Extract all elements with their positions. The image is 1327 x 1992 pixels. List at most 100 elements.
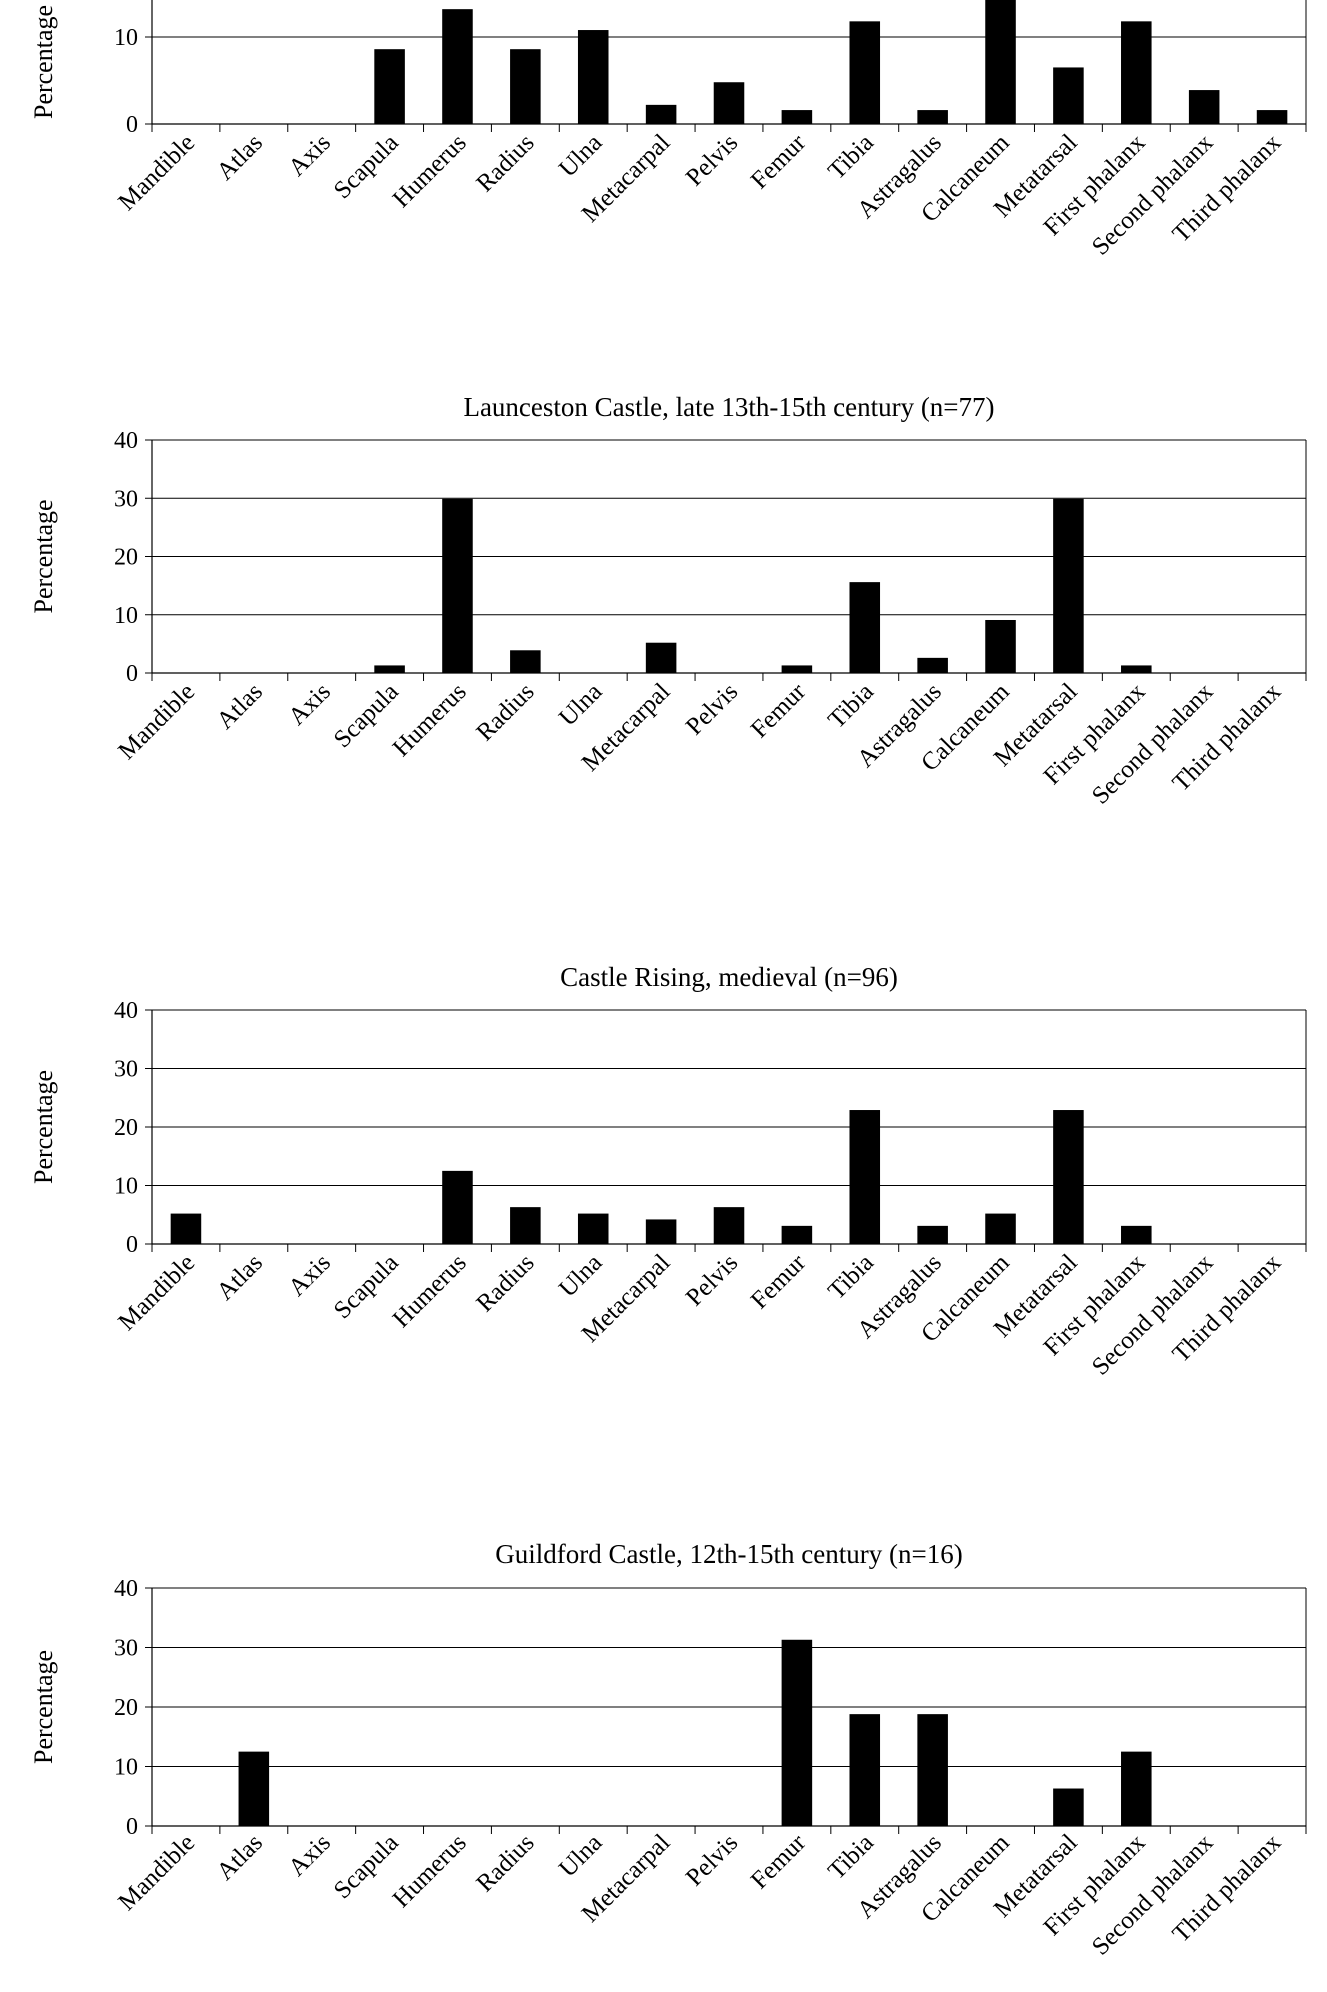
bar-ulna — [577, 1213, 609, 1244]
bar-astragalus — [917, 110, 948, 124]
x-category-label: Humerus — [388, 1249, 472, 1333]
y-tick-label: 0 — [126, 1814, 138, 1840]
bar-astragalus — [917, 1714, 948, 1826]
y-tick-label: 30 — [114, 486, 138, 512]
x-category-label: Atlas — [212, 1829, 268, 1885]
y-axis-title: Percentage — [29, 5, 58, 119]
x-category-label: Second phalanx — [1087, 678, 1219, 810]
bar-first-phalanx — [1121, 1225, 1152, 1244]
x-category-label: Mandible — [113, 1249, 200, 1336]
x-category-label: Humerus — [388, 1829, 472, 1913]
x-category-label: Ulna — [554, 129, 607, 182]
x-category-label: Radius — [471, 129, 539, 197]
bar-metatarsal — [1053, 1110, 1084, 1244]
y-tick-label: 20 — [114, 1695, 138, 1721]
bar-metacarpal — [645, 1219, 677, 1244]
y-tick-label: 10 — [114, 603, 138, 629]
bar-first-phalanx — [1121, 21, 1152, 125]
bar-mandible — [170, 1213, 202, 1244]
y-tick-label: 10 — [114, 25, 138, 51]
x-category-label: Humerus — [388, 129, 472, 213]
bar-calcaneum — [985, 0, 1016, 124]
x-category-label: Tibia — [823, 678, 879, 734]
x-category-label: Pelvis — [681, 678, 743, 740]
bar-femur — [781, 1225, 813, 1244]
y-tick-label: 10 — [114, 1174, 138, 1200]
bar-radius — [510, 49, 541, 124]
bar-metacarpal — [645, 642, 677, 673]
chart-panel-4: Guildford Castle, 12th-15th century (n=1… — [29, 1539, 1307, 1961]
bar-femur — [781, 665, 813, 673]
bar-tibia — [849, 582, 881, 673]
x-category-label: Mandible — [113, 1829, 200, 1916]
bar-metatarsal — [1053, 67, 1084, 124]
x-category-label: Atlas — [212, 1249, 268, 1305]
x-category-label: Humerus — [388, 678, 472, 762]
y-axis-title: Percentage — [29, 499, 58, 613]
bar-metatarsal — [1053, 498, 1084, 673]
bar-calcaneum — [985, 1213, 1016, 1244]
bar-humerus — [442, 1170, 473, 1244]
y-tick-label: 10 — [114, 1755, 138, 1781]
bar-humerus — [442, 9, 473, 124]
x-category-label: Radius — [471, 1829, 539, 1897]
bar-metatarsal — [1053, 1788, 1084, 1826]
bar-scapula — [374, 49, 405, 124]
bar-tibia — [849, 1714, 881, 1826]
x-category-label: Femur — [746, 129, 812, 195]
bar-humerus — [442, 498, 473, 673]
x-category-label: Second phalanx — [1087, 1249, 1219, 1381]
x-category-label: Axis — [283, 129, 335, 181]
y-axis-title: Percentage — [29, 1070, 58, 1184]
x-category-label: Ulna — [554, 1249, 607, 1302]
x-category-label: Tibia — [823, 129, 879, 185]
chart-panel-2: Launceston Castle, late 13th-15th centur… — [29, 392, 1307, 810]
bar-first-phalanx — [1121, 1751, 1152, 1826]
chart-panel-3: Castle Rising, medieval (n=96) 0 10 20 30 40 P… — [29, 962, 1307, 1381]
y-tick-label: 40 — [114, 1576, 138, 1602]
y-tick-label: 0 — [126, 661, 138, 687]
bar-atlas — [238, 1751, 270, 1826]
chart-title: Launceston Castle, late 13th-15th centur… — [463, 392, 994, 422]
y-tick-label: 40 — [114, 998, 138, 1024]
bar-astragalus — [917, 657, 948, 673]
bar-metacarpal — [645, 104, 677, 124]
bar-first-phalanx — [1121, 665, 1152, 673]
x-category-label: Atlas — [212, 678, 268, 734]
y-axis-title: Percentage — [29, 1650, 58, 1764]
chart-title: Castle Rising, medieval (n=96) — [560, 962, 898, 992]
x-category-label: Axis — [283, 1249, 335, 1301]
bar-tibia — [849, 1110, 881, 1244]
x-category-label: Pelvis — [681, 129, 743, 191]
x-category-label: Second phalanx — [1087, 129, 1219, 261]
x-category-label: Ulna — [554, 1829, 607, 1882]
bar-femur — [781, 110, 813, 124]
x-category-label: Ulna — [554, 678, 607, 731]
y-tick-label: 30 — [114, 1057, 138, 1083]
x-category-label: Femur — [746, 678, 812, 744]
bar-scapula — [374, 665, 405, 673]
x-category-label: Tibia — [823, 1829, 879, 1885]
bar-radius — [510, 1207, 541, 1244]
x-category-label: Second phalanx — [1087, 1829, 1219, 1961]
x-category-label: Axis — [283, 1829, 335, 1881]
bar-femur — [781, 1639, 813, 1826]
bar-ulna — [577, 30, 609, 124]
bar-astragalus — [917, 1225, 948, 1244]
y-tick-label: 20 — [114, 1115, 138, 1141]
y-tick-label: 20 — [114, 545, 138, 571]
x-category-label: Atlas — [212, 129, 268, 185]
y-tick-label: 30 — [114, 1636, 138, 1662]
bar-calcaneum — [985, 619, 1016, 673]
chart-title: Guildford Castle, 12th-15th century (n=1… — [495, 1539, 962, 1569]
x-category-label: Femur — [746, 1829, 812, 1895]
y-tick-label: 40 — [114, 428, 138, 454]
x-category-label: Pelvis — [681, 1829, 743, 1891]
bar-tibia — [849, 21, 881, 125]
x-category-label: Tibia — [823, 1249, 879, 1305]
x-category-label: Pelvis — [681, 1249, 743, 1311]
x-category-label: Radius — [471, 678, 539, 746]
bar-radius — [510, 650, 541, 673]
x-category-label: Mandible — [113, 678, 200, 765]
